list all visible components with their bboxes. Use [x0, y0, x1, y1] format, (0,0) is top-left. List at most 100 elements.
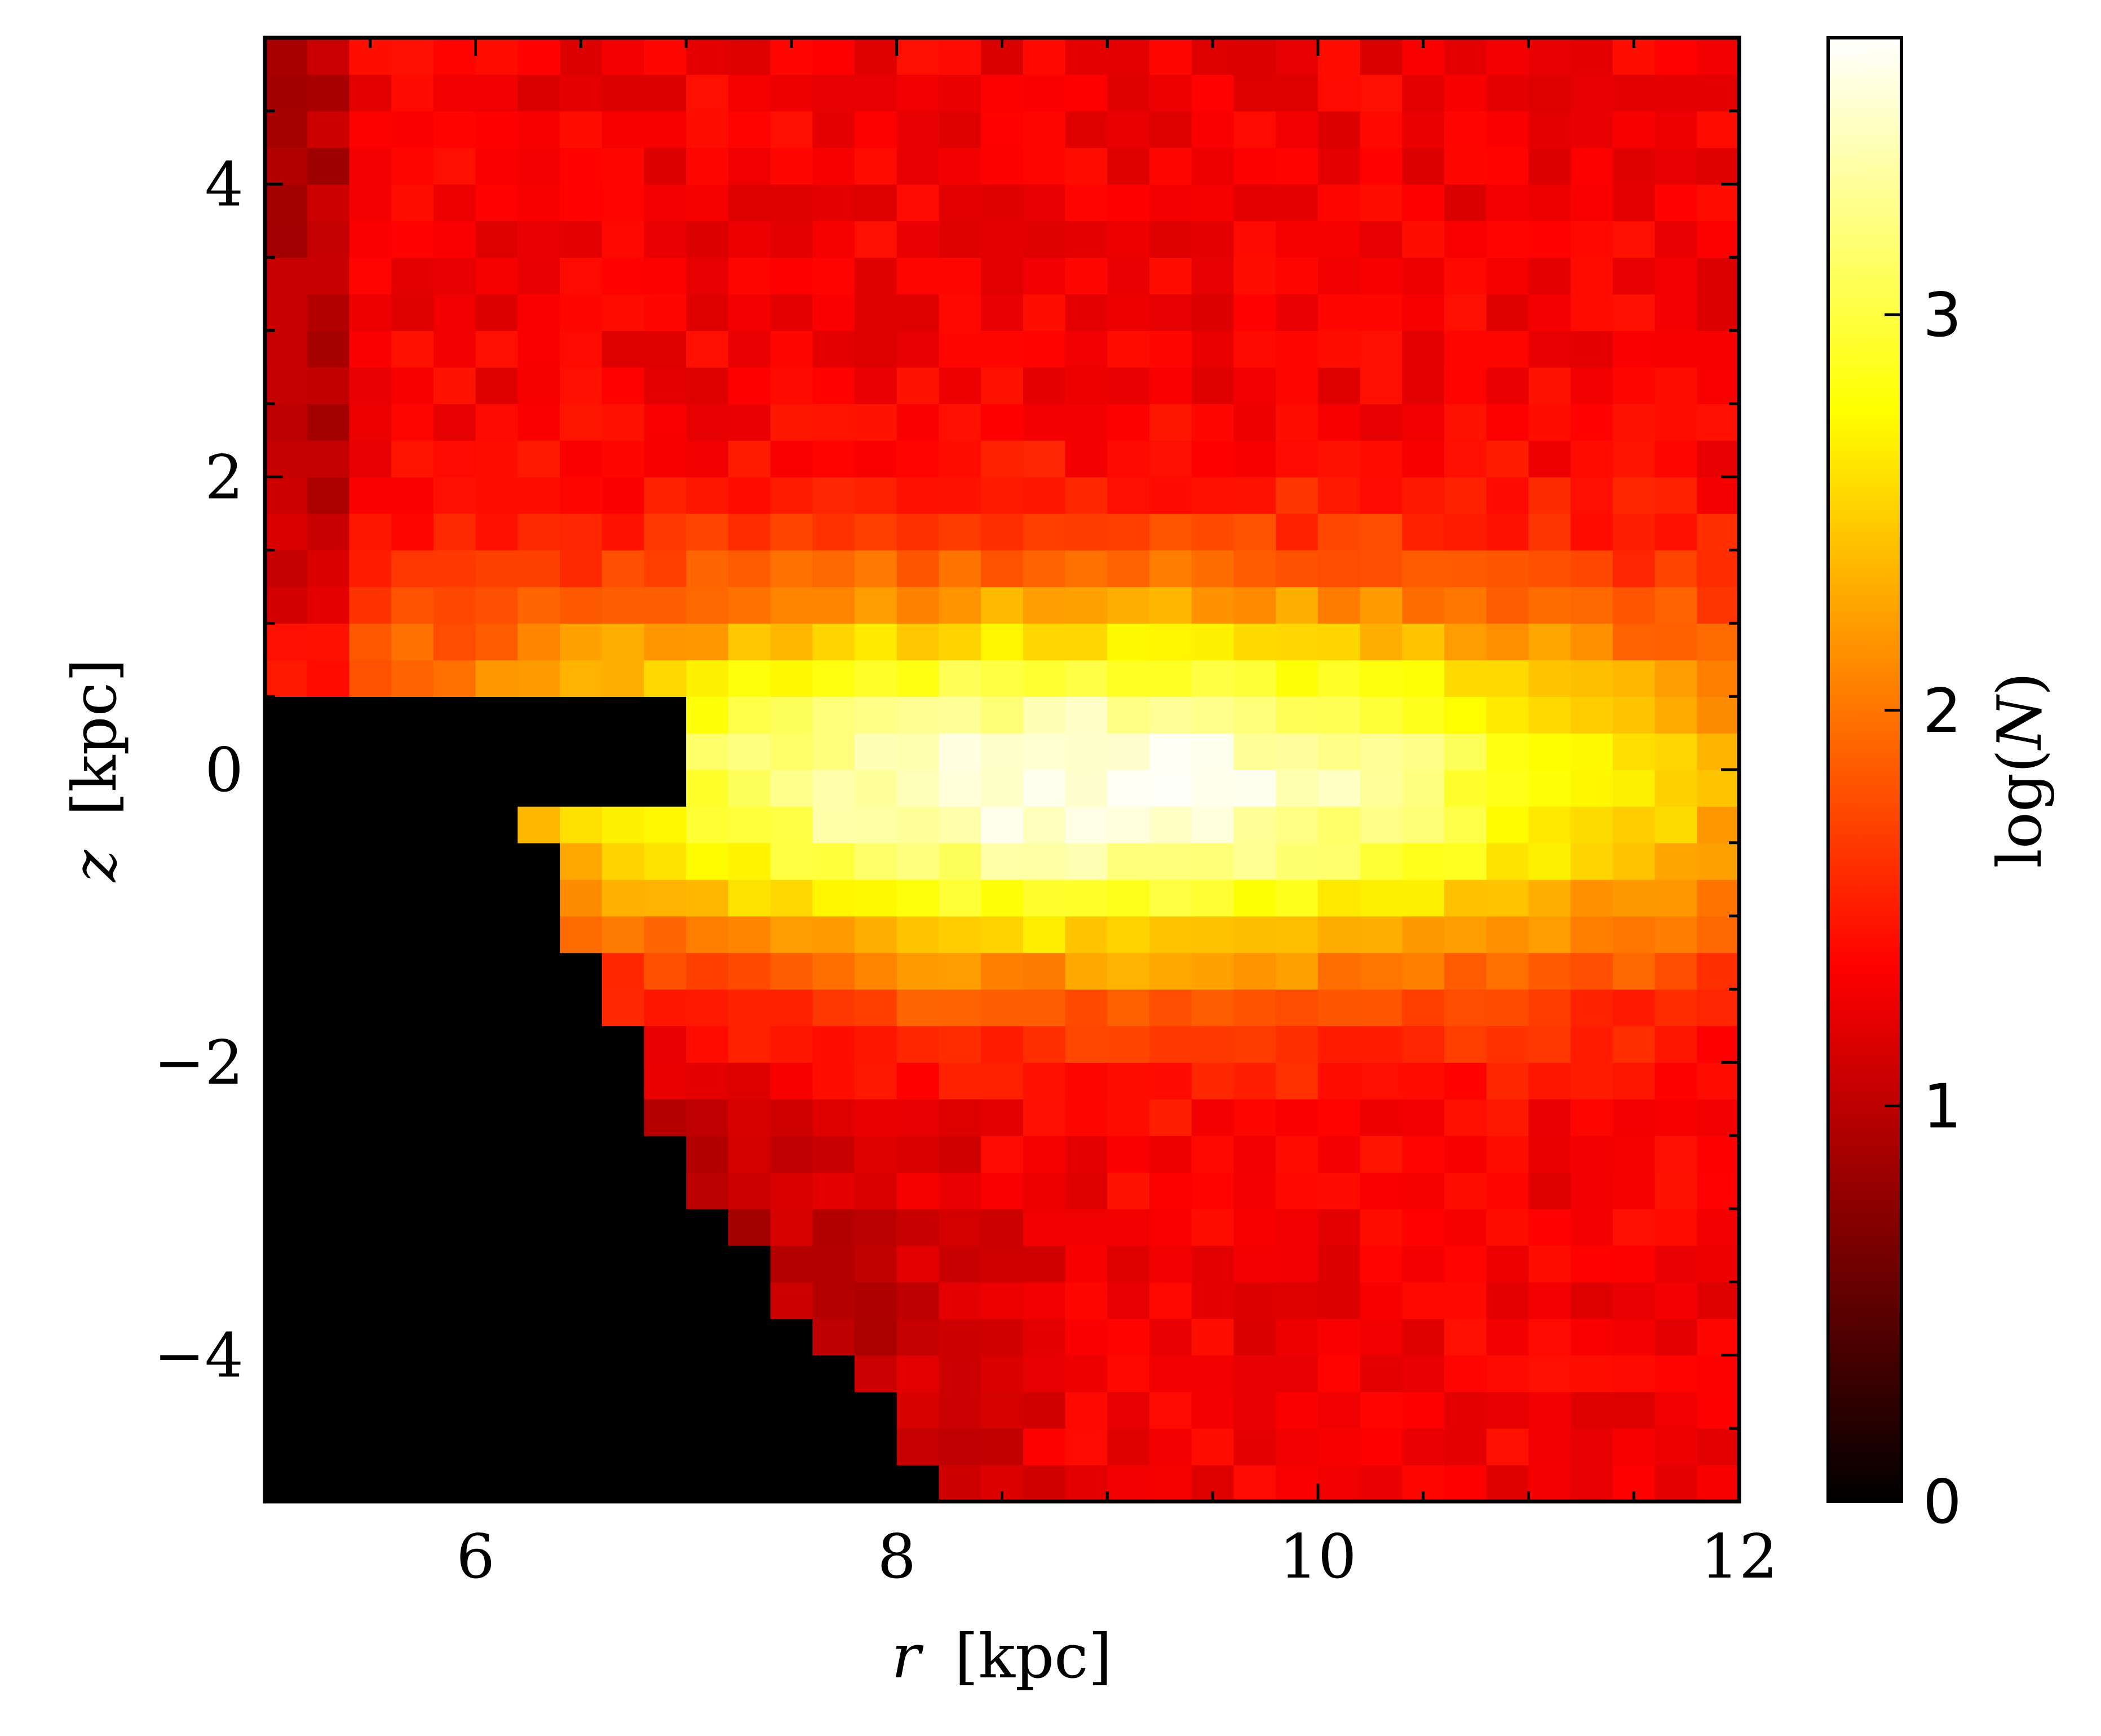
heatmap-cell: [1317, 952, 1361, 990]
heatmap-cell: [433, 294, 476, 331]
x-axis-label: r [kpc]: [891, 1622, 1112, 1692]
heatmap-cell: [981, 733, 1024, 770]
heatmap-cell: [307, 1099, 350, 1136]
heatmap-cell: [1233, 476, 1276, 514]
heatmap-cell: [1233, 404, 1276, 441]
heatmap-cell: [1233, 623, 1276, 661]
heatmap-cell: [981, 1245, 1024, 1283]
heatmap-cell: [896, 74, 940, 112]
heatmap-cell: [1317, 842, 1361, 880]
heatmap-cell: [1612, 660, 1656, 697]
heatmap-cell: [1191, 1026, 1235, 1063]
heatmap-cell: [686, 989, 729, 1027]
heatmap-cell: [1191, 1245, 1235, 1283]
heatmap-cell: [855, 404, 897, 441]
heatmap-cell: [896, 294, 940, 331]
heatmap-cell: [1023, 586, 1066, 624]
heatmap-cell: [855, 1282, 897, 1319]
heatmap-cell: [1402, 1172, 1445, 1209]
heatmap-cell: [307, 1172, 350, 1209]
heatmap-cell: [307, 806, 350, 843]
heatmap-cell: [560, 952, 603, 990]
heatmap-cell: [1107, 440, 1150, 478]
heatmap-cell: [1655, 660, 1698, 697]
heatmap-cell: [307, 989, 350, 1027]
heatmap-cell: [1233, 989, 1276, 1027]
heatmap-cell: [601, 440, 645, 478]
heatmap-cell: [1528, 38, 1571, 75]
heatmap-cell: [855, 806, 897, 843]
heatmap-cell: [1149, 879, 1192, 917]
heatmap-cell: [433, 111, 476, 148]
heatmap-cell: [1233, 1318, 1276, 1356]
heatmap-cell: [1191, 1208, 1235, 1246]
heatmap-cell: [307, 660, 350, 697]
heatmap-cell: [644, 38, 687, 75]
heatmap-cell: [686, 1026, 729, 1063]
heatmap-cell: [981, 1099, 1024, 1136]
heatmap-cell: [1107, 1172, 1150, 1209]
heatmap-cell: [1360, 1355, 1403, 1393]
heatmap-cell: [517, 806, 560, 843]
heatmap-cell: [644, 74, 687, 112]
heatmap-cell: [1528, 1208, 1571, 1246]
heatmap-cell: [1023, 404, 1066, 441]
heatmap-cell: [1528, 330, 1571, 368]
heatmap-cell: [939, 1392, 981, 1429]
heatmap-cell: [1444, 1172, 1487, 1209]
heatmap-cell: [1317, 1392, 1361, 1429]
heatmap-cell: [475, 1392, 519, 1429]
heatmap-cell: [1655, 1099, 1698, 1136]
heatmap-cell: [1233, 1099, 1276, 1136]
heatmap-cell: [770, 916, 813, 953]
heatmap-cell: [1149, 586, 1192, 624]
heatmap-cell: [265, 1465, 308, 1502]
heatmap-cell: [1191, 1282, 1235, 1319]
heatmap-cell: [475, 660, 519, 697]
heatmap-cell: [770, 220, 813, 258]
heatmap-cell: [1317, 1465, 1361, 1502]
heatmap-cell: [770, 770, 813, 807]
heatmap-cell: [1444, 806, 1487, 843]
heatmap-cell: [1149, 111, 1192, 148]
heatmap-cell: [1571, 1465, 1613, 1502]
heatmap-cell: [1360, 1245, 1403, 1283]
heatmap-cell: [728, 257, 771, 295]
heatmap-cell: [981, 770, 1024, 807]
heatmap-cell: [1191, 1172, 1235, 1209]
heatmap-cell: [896, 1245, 940, 1283]
heatmap-cell: [1612, 220, 1656, 258]
heatmap-cell: [644, 623, 687, 661]
heatmap-cell: [1065, 1245, 1108, 1283]
heatmap-cell: [1276, 1062, 1319, 1099]
heatmap-cell: [1149, 1062, 1192, 1099]
heatmap-cell: [1655, 38, 1698, 75]
heatmap-cell: [433, 1392, 476, 1429]
heatmap-cell: [1486, 550, 1529, 587]
heatmap-cell: [1486, 440, 1529, 478]
heatmap-cell: [560, 74, 603, 112]
heatmap-cell: [939, 476, 981, 514]
heatmap-cell: [433, 916, 476, 953]
heatmap-cell: [1360, 184, 1403, 222]
heatmap-cell: [855, 842, 897, 880]
heatmap-cell: [939, 257, 981, 295]
heatmap-cell: [644, 1428, 687, 1465]
x-tick-label: 6: [456, 1522, 495, 1592]
heatmap-cell: [770, 1245, 813, 1283]
heatmap-cell: [1360, 1172, 1403, 1209]
heatmap-cell: [1486, 220, 1529, 258]
heatmap-cell: [601, 733, 645, 770]
heatmap-cell: [391, 38, 434, 75]
colorbar-tick-label: 2: [1923, 676, 1962, 746]
heatmap-cell: [433, 404, 476, 441]
heatmap-cell: [1360, 1136, 1403, 1173]
heatmap-cell: [1233, 330, 1276, 368]
heatmap-cell: [601, 1392, 645, 1429]
heatmap-cell: [1233, 1392, 1276, 1429]
heatmap-cell: [307, 879, 350, 917]
heatmap-cell: [349, 1245, 392, 1283]
heatmap-cell: [1612, 184, 1656, 222]
heatmap-cell: [686, 623, 729, 661]
heatmap-cell: [1486, 1355, 1529, 1393]
